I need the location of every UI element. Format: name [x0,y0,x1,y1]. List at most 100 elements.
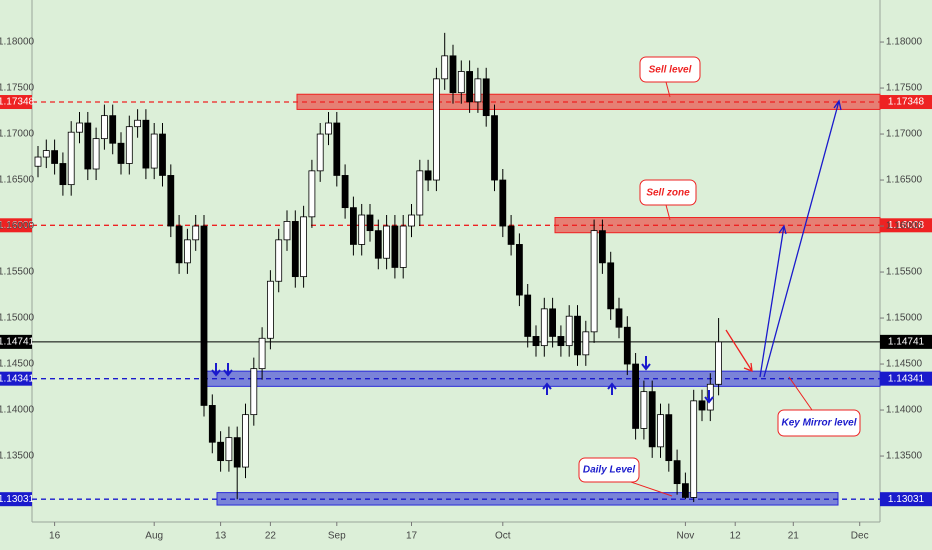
y-tick-label: 1.16000 [886,221,923,232]
candle-body [549,308,556,337]
price-label-bg [0,371,32,386]
candle-body [632,363,639,429]
candle-body [499,179,507,227]
arrow-up [607,382,617,395]
candle-body [200,225,208,406]
candle-body [648,391,656,448]
candle-body [341,175,349,209]
x-tick-label: 16 [49,531,61,542]
callout-pointer [788,376,813,411]
candle-body [51,150,58,164]
price-label-bg [880,218,932,233]
candle-body [657,414,664,448]
callout-box [639,56,701,83]
candle-body [698,400,706,411]
candle-body [449,55,457,94]
candle-body [333,122,341,176]
candle-body [557,336,565,347]
y-tick-label: 1.16500 [0,175,35,186]
candle-body [349,207,357,245]
candle-body [416,170,424,216]
y-tick-label: 1.15000 [0,313,35,324]
price-label: 1.17348 [888,97,925,108]
candle-body [706,383,714,411]
y-tick-label: 1.14000 [0,405,35,416]
candle-body [150,133,158,169]
candle-body [565,315,573,347]
candle-body [325,122,332,135]
arrow-down [641,356,651,371]
candle-body [615,308,623,328]
candle-body [183,239,191,264]
callout-box [777,409,861,437]
x-tick-label: 13 [215,531,227,542]
candle-body [291,221,299,278]
candle-body [474,78,482,103]
candle-body [507,225,515,245]
callout-box [639,179,697,206]
candle-body [399,225,407,268]
arrow-down [704,390,714,404]
price-label: 1.13031 [0,494,35,505]
candle-body [673,460,681,485]
candle-body [117,142,125,164]
candle-body [516,244,523,296]
x-tick-label: 17 [406,531,418,542]
candle-body [408,214,415,227]
price-label-bg [0,492,32,507]
price-label: 1.16008 [0,220,35,231]
candle-body [266,280,274,339]
y-tick-label: 1.17500 [0,83,35,94]
y-tick-label: 1.15500 [0,267,35,278]
candle-body [67,131,75,186]
candle-body [590,230,598,333]
candle-body [208,405,216,443]
callout-text: Key Mirror level [781,418,856,429]
candle-body [524,294,532,337]
y-tick-label: 1.16500 [886,175,923,186]
x-tick-label: 12 [730,531,742,542]
price-label: 1.16008 [888,220,925,231]
price-label-bg [880,334,932,349]
candle-body [607,262,615,310]
candle-body [76,122,83,133]
arrow-red [725,329,753,372]
callout-box [578,457,640,483]
callout-pointer [665,204,671,221]
arrow-down [223,363,233,377]
candle-body [623,326,631,365]
price-label-bg [880,371,932,386]
y-tick-label: 1.18000 [886,37,923,48]
annotations: Sell level Sell zone Key Mirror level Da… [211,56,861,497]
y-tick-label: 1.14000 [886,405,923,416]
arrow-projection [763,99,842,378]
price-label-bg [0,95,32,110]
candles [34,32,722,503]
candle-body [682,483,689,498]
y-tick-label: 1.18000 [0,37,35,48]
candle-body [159,133,166,176]
callout-pointer [624,479,673,497]
candle-body [640,391,648,429]
arrow-down [211,363,221,377]
y-tick-label: 1.16000 [0,221,35,232]
y-tick-label: 1.14500 [886,359,923,370]
candle-body [358,214,366,245]
candle-body [217,441,225,462]
candle-body [134,119,142,128]
callout-pointer [665,81,671,98]
candle-body [109,115,117,144]
candle-body [92,138,100,170]
arrow-up [542,382,552,395]
candle-body [391,225,399,268]
price-label: 1.17348 [0,97,35,108]
arrow-projection [759,224,787,378]
candle-body [308,170,316,218]
candle-body [599,230,606,264]
price-label: 1.14341 [0,373,35,384]
price-label-bg [880,95,932,110]
candle-body [532,336,540,347]
candle-body [125,126,133,164]
candle-body [250,368,258,416]
